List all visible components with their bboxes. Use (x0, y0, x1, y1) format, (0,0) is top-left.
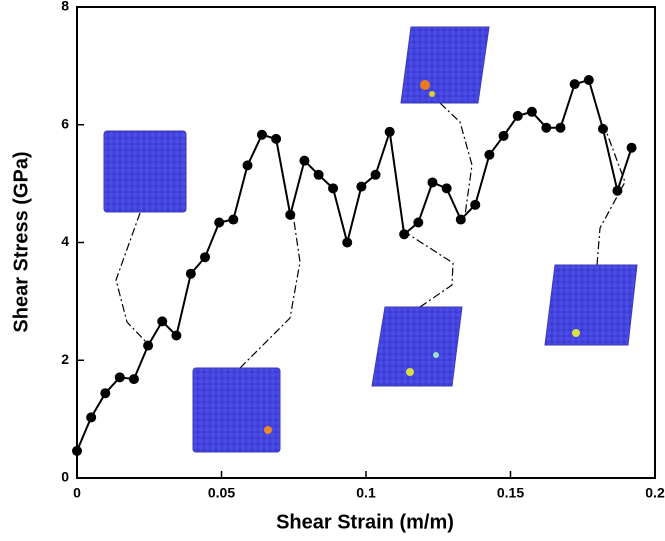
data-point (342, 237, 353, 248)
data-point (185, 268, 196, 279)
inset-image (192, 367, 281, 453)
data-point (555, 122, 566, 133)
x-tick-label: 0.1 (356, 485, 376, 501)
y-tick-label: 0 (61, 469, 69, 485)
data-point (356, 181, 367, 192)
data-point (427, 177, 438, 188)
x-tick-label: 0.05 (208, 485, 235, 501)
data-point (214, 217, 225, 228)
y-tick-label: 8 (61, 0, 69, 14)
data-point (569, 79, 580, 90)
connector (115, 212, 148, 344)
data-point (384, 126, 395, 137)
inset-image (371, 306, 463, 387)
inset-highlight (572, 329, 580, 337)
data-point (597, 123, 608, 134)
data-point (299, 155, 310, 166)
data-point (128, 374, 139, 385)
data-point (541, 122, 552, 133)
data-point (171, 330, 182, 341)
data-point (228, 214, 239, 225)
y-tick-label: 2 (61, 351, 69, 367)
x-tick-label: 0.2 (645, 485, 665, 501)
connector (407, 233, 454, 308)
inset-highlight (420, 80, 430, 90)
data-point (526, 106, 537, 117)
data-point (455, 214, 466, 225)
data-point (626, 142, 637, 153)
data-point (484, 149, 495, 160)
inset-image (400, 26, 490, 104)
data-point (114, 372, 125, 383)
inset-highlight (406, 368, 414, 376)
data-point (441, 183, 452, 194)
data-point (413, 217, 424, 228)
plot-frame (76, 6, 656, 479)
data-point (86, 412, 97, 423)
data-point (285, 209, 296, 220)
x-axis-label: Shear Strain (m/m) (276, 511, 454, 533)
inset-image (544, 264, 638, 346)
y-tick-label: 4 (61, 233, 69, 249)
data-point (470, 199, 481, 210)
data-point (271, 133, 282, 144)
connector (439, 102, 473, 216)
connector (596, 127, 626, 266)
inset-highlight (264, 426, 272, 434)
connector (239, 213, 301, 369)
data-point (498, 130, 509, 141)
data-point (72, 445, 82, 456)
data-point (328, 183, 339, 194)
inset-image (103, 130, 187, 213)
data-point (370, 169, 381, 180)
data-point (256, 129, 267, 140)
data-line (76, 78, 633, 452)
x-tick-label: 0.15 (497, 485, 524, 501)
data-point (583, 75, 594, 86)
data-point (143, 340, 154, 351)
inset-highlight (429, 91, 435, 97)
y-axis-label: Shear Stress (GPa) (10, 151, 32, 332)
insets (103, 26, 638, 453)
y-tick-label: 6 (61, 115, 69, 131)
data-point (100, 388, 111, 399)
x-tick-label: 0 (73, 485, 81, 501)
data-point (612, 185, 623, 196)
data-point (200, 252, 211, 263)
data-point (242, 160, 253, 171)
data-point (313, 169, 324, 180)
data-point (512, 110, 523, 121)
data-point (157, 316, 168, 327)
data-point (399, 229, 410, 240)
inset-highlight (433, 352, 439, 358)
